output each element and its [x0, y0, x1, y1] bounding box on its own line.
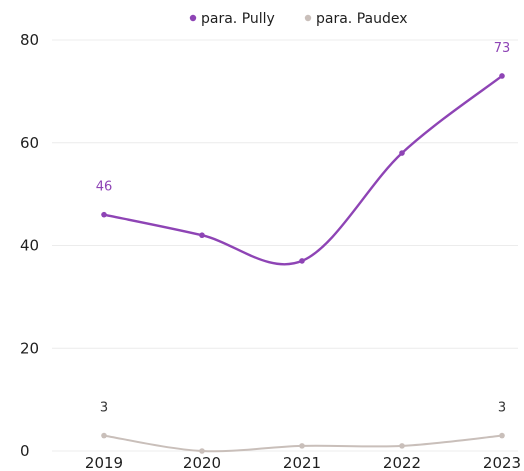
series-line-1	[102, 74, 504, 266]
y-tick-label: 20	[20, 339, 39, 357]
data-labels: 46 73 3 3	[96, 41, 511, 416]
data-point	[199, 448, 205, 454]
y-tick-label: 80	[20, 31, 39, 49]
x-tick-label: 2023	[483, 454, 521, 471]
data-point	[499, 73, 505, 79]
data-point	[299, 258, 305, 264]
x-axis: 2019 2020 2021 2022 2023	[85, 454, 521, 471]
legend-marker-2	[304, 14, 312, 22]
x-tick-label: 2020	[183, 454, 221, 471]
x-tick-label: 2022	[383, 454, 421, 471]
legend-marker-1	[189, 14, 197, 22]
data-point	[499, 432, 505, 439]
x-tick-label: 2021	[283, 454, 321, 471]
data-label: 73	[494, 41, 511, 56]
data-point	[299, 443, 305, 449]
legend: para. Pully para. Paudex	[189, 11, 408, 27]
data-point	[399, 443, 405, 449]
x-tick-label: 2019	[85, 454, 123, 471]
data-point	[101, 432, 107, 439]
y-tick-label: 40	[20, 237, 39, 255]
legend-label-1: para. Pully	[201, 11, 275, 27]
grid-lines	[52, 39, 518, 452]
data-label: 3	[100, 401, 108, 416]
y-axis: 0 20 40 60 80	[20, 31, 39, 460]
y-tick-label: 60	[20, 134, 39, 152]
y-tick-label: 0	[20, 442, 30, 460]
data-point	[199, 232, 205, 239]
series-layer	[101, 73, 505, 454]
data-label: 46	[96, 180, 113, 195]
data-point	[399, 150, 405, 156]
data-label: 3	[498, 401, 506, 416]
legend-label-2: para. Paudex	[316, 11, 408, 27]
data-point	[101, 211, 107, 218]
